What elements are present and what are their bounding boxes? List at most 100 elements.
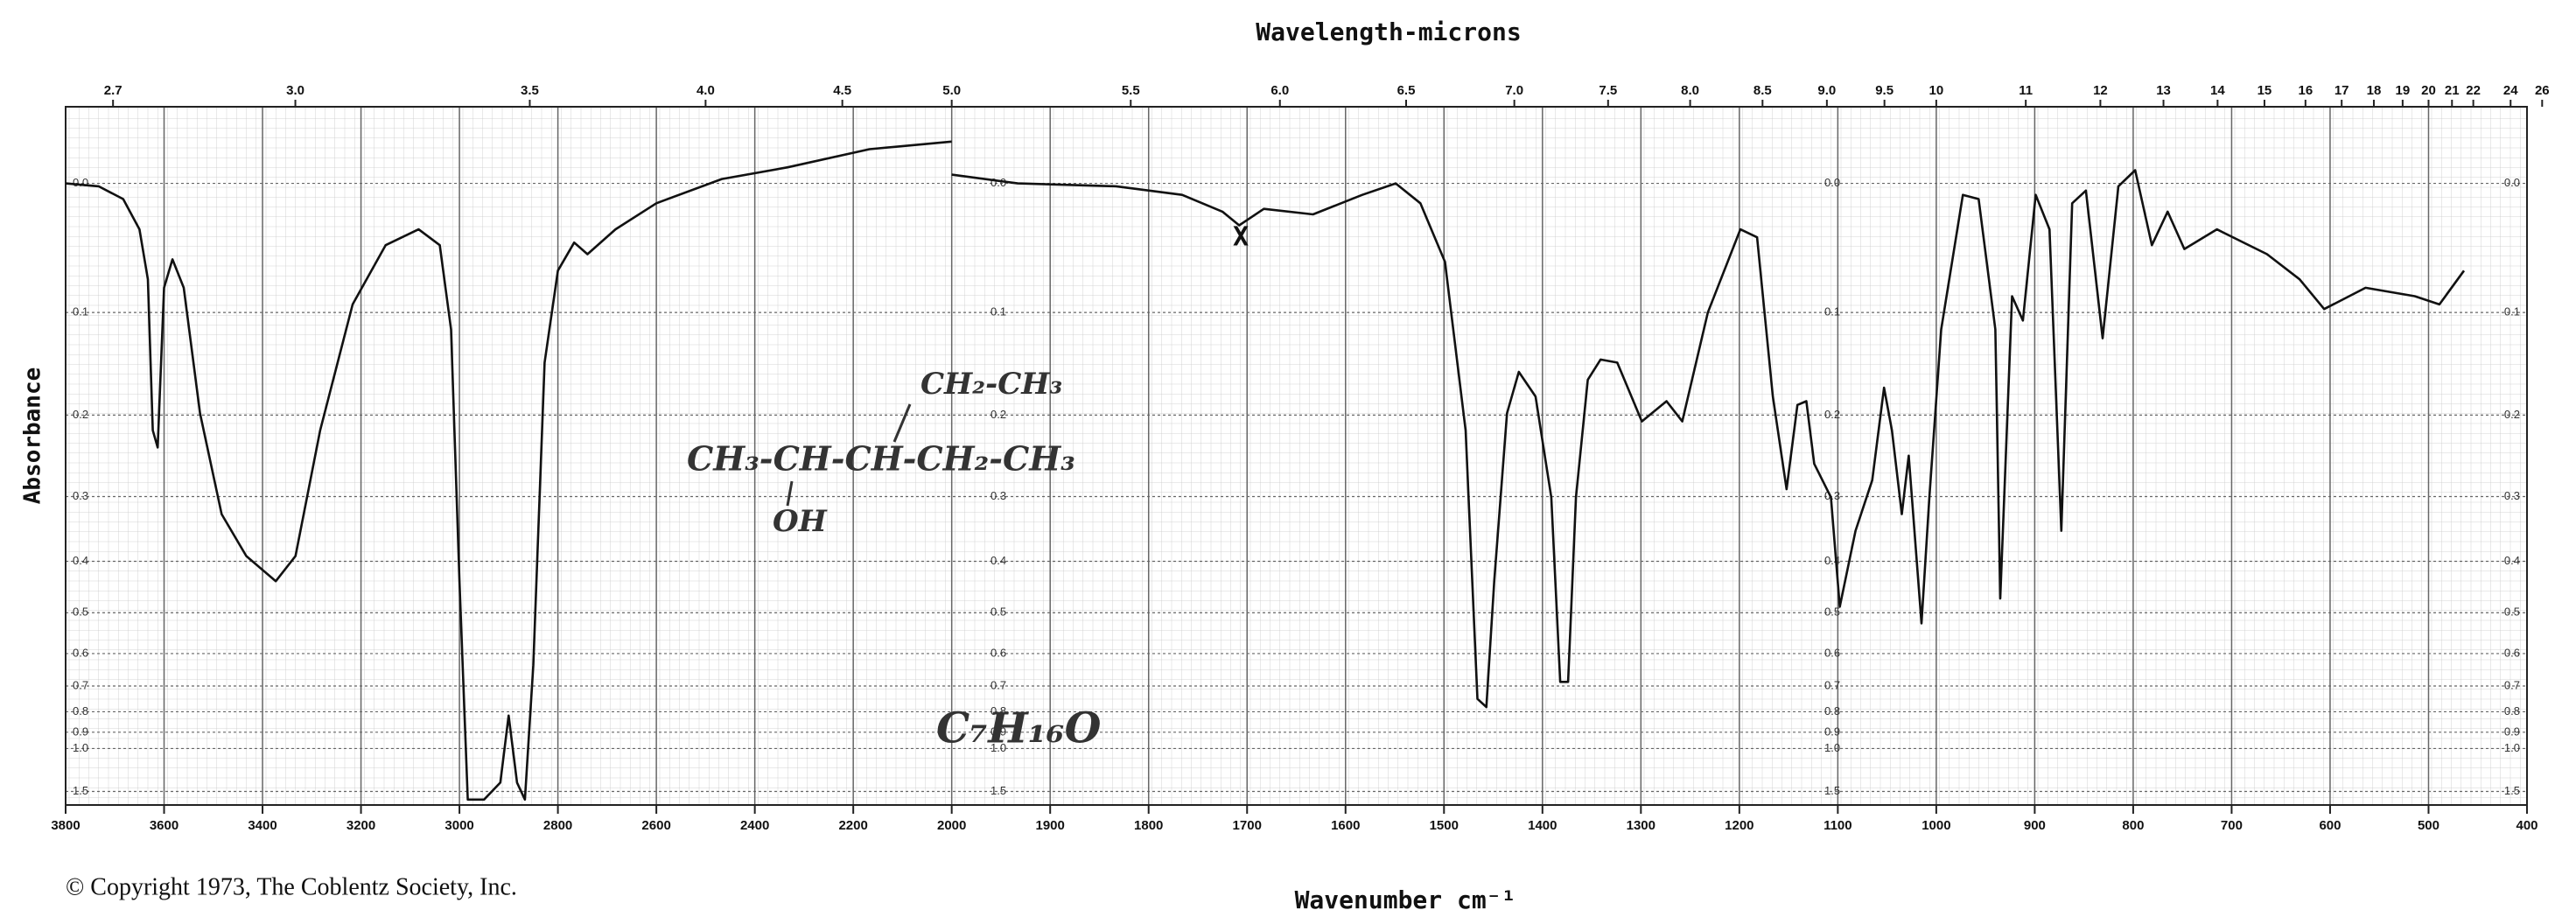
wavelength-tick-label: 12 (2093, 83, 2108, 98)
y-tick-label: 0.1 (2504, 305, 2520, 318)
wavelength-tick-label: 8.5 (1754, 83, 1772, 98)
wavelength-tick-label: 19 (2396, 83, 2411, 98)
y-tick-label: 0.4 (2504, 554, 2520, 567)
wavelength-tick-label: 8.0 (1681, 83, 1699, 98)
y-tick-label: 0.5 (1824, 606, 1840, 619)
y-tick-label: 0.2 (73, 408, 88, 421)
wavelength-tick-label: 10 (1929, 83, 1944, 98)
x-tick-label: 800 (2122, 818, 2144, 833)
wavelength-tick-label: 2.7 (104, 83, 122, 98)
x-tick-label: 900 (2024, 818, 2046, 833)
x-tick-label: 1900 (1036, 818, 1065, 833)
y-tick-label: 1.0 (990, 741, 1006, 754)
x-tick-label: 3800 (51, 818, 80, 833)
structure-hydroxyl: OH (773, 504, 829, 539)
plot-frame (65, 106, 2528, 806)
y-tick-label: 1.5 (2504, 784, 2520, 797)
y-tick-label: 0.0 (1824, 176, 1840, 189)
y-tick-label: 0.1 (1824, 305, 1840, 318)
x-tick-label: 2200 (838, 818, 867, 833)
y-tick-label: 0.7 (73, 678, 88, 691)
x-tick-label: 2800 (543, 818, 572, 833)
wavelength-tick-label: 5.5 (1122, 83, 1140, 98)
wavelength-tick-label: 3.5 (521, 83, 539, 98)
x-tick-label: 500 (2418, 818, 2440, 833)
copyright: © Copyright 1973, The Coblentz Society, … (66, 873, 517, 900)
wavelength-tick-label: 9.5 (1875, 83, 1894, 98)
x-tick-label: 1700 (1233, 818, 1262, 833)
x-tick-label: 2600 (641, 818, 670, 833)
y-tick-label: 0.2 (1824, 408, 1840, 421)
y-tick-label: 1.5 (73, 784, 88, 797)
y-tick-label: 0.3 (73, 489, 88, 502)
y-tick-label: 0.9 (990, 724, 1006, 738)
y-tick-label: 0.4 (73, 554, 88, 567)
y-tick-label: 0.9 (1824, 724, 1840, 738)
y-tick-label: 0.5 (2504, 606, 2520, 619)
y-tick-label: 0.6 (2504, 646, 2520, 659)
wavelength-tick-label: 7.0 (1505, 83, 1523, 98)
y-tick-label: 0.8 (1824, 704, 1840, 718)
x-tick-label: 1400 (1528, 818, 1557, 833)
y-tick-label: 1.0 (2504, 741, 2520, 754)
y-tick-label: 1.0 (1824, 741, 1840, 754)
y-tick-label: 0.2 (990, 408, 1006, 421)
x-tick-label: 1000 (1922, 818, 1950, 833)
y-tick-label: 0.8 (2504, 704, 2520, 718)
wavelength-tick-label: 14 (2210, 83, 2225, 98)
x-tick-label: 700 (2221, 818, 2243, 833)
x-tick-label: 3000 (444, 818, 473, 833)
graph-paper (66, 107, 2527, 805)
y-tick-label: 0.2 (2504, 408, 2520, 421)
x-axis-label: Wavenumber cm⁻¹ (1295, 886, 1516, 914)
grid (65, 107, 2528, 805)
bond (892, 403, 912, 443)
wavelength-tick-label: 26 (2535, 83, 2550, 98)
wavelength-tick-label: 18 (2367, 83, 2382, 98)
y-tick-label: 0.1 (990, 305, 1006, 318)
structure-chain: CH₃-CH-CH-CH₂-CH₃ (687, 439, 1075, 479)
y-tick-label: 0.8 (73, 704, 88, 718)
wavelength-tick-label: 3.0 (286, 83, 304, 98)
structure-branch: CH₂-CH₃ (920, 367, 1062, 402)
y-tick-label: 0.6 (73, 646, 88, 659)
y-tick-label: 0.6 (1824, 646, 1840, 659)
x-tick-label: 3600 (150, 818, 178, 833)
wavelength-tick-label: 4.5 (833, 83, 851, 98)
x-tick-label: 1100 (1824, 818, 1852, 833)
y-tick-label: 0.0 (2504, 176, 2520, 189)
wavelength-tick-label: 21 (2445, 83, 2460, 98)
wavelength-tick-label: 5.0 (942, 83, 961, 98)
marker: X (1233, 222, 1249, 253)
wavelength-tick-label: 13 (2156, 83, 2171, 98)
y-tick-label: 0.8 (990, 704, 1006, 718)
x-tick-label: 1300 (1627, 818, 1656, 833)
wavelength-tick-label: 4.0 (696, 83, 715, 98)
x-tick-label: 1800 (1134, 818, 1163, 833)
wavelength-tick-label: 9.0 (1817, 83, 1836, 98)
y-tick-label: 1.5 (990, 784, 1006, 797)
bond (786, 480, 794, 507)
y-tick-label: 0.6 (990, 646, 1006, 659)
y-tick-label: 0.0 (990, 176, 1006, 189)
y-tick-label: 0.4 (990, 554, 1006, 567)
molecular-formula: C₇H₁₆O (936, 704, 1102, 753)
wavelength-tick-label: 7.5 (1599, 83, 1617, 98)
x-tick-label: 2400 (740, 818, 769, 833)
y-tick-label: 0.5 (990, 606, 1006, 619)
y-tick-label: 0.0 (73, 176, 88, 189)
wavelength-tick-label: 17 (2334, 83, 2349, 98)
x-tick-label: 2000 (937, 818, 966, 833)
wavelength-tick-label: 11 (2019, 83, 2033, 98)
y-tick-label: 0.7 (990, 678, 1006, 691)
wavelength-tick-label: 20 (2421, 83, 2436, 98)
y-tick-label: 0.7 (1824, 678, 1840, 691)
x-tick-label: 1600 (1331, 818, 1360, 833)
wavelength-tick-label: 22 (2466, 83, 2481, 98)
y-tick-label: 0.9 (2504, 724, 2520, 738)
y-tick-label: 0.4 (1824, 554, 1840, 567)
wavelength-tick-label: 24 (2503, 83, 2518, 98)
wavelength-tick-label: 16 (2298, 83, 2313, 98)
wavelength-tick-label: 6.0 (1270, 83, 1289, 98)
